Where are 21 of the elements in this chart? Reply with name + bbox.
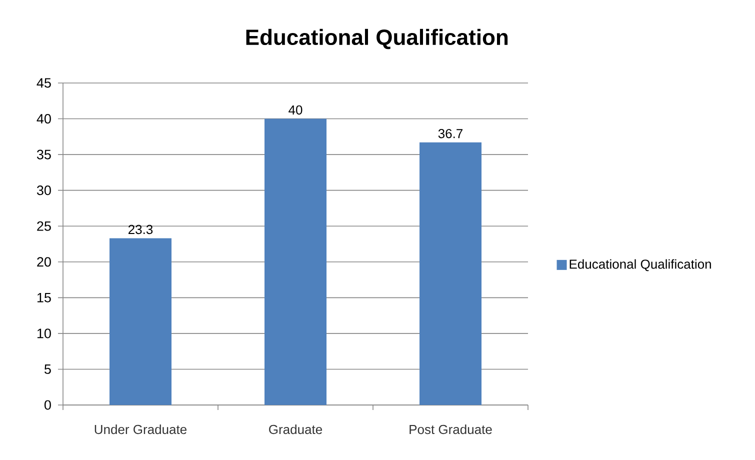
bar [420, 142, 482, 405]
y-tick-label: 10 [37, 328, 51, 338]
x-tick-label: Graduate [269, 424, 322, 434]
x-tick-label: Under Graduate [94, 424, 187, 434]
y-tick-label: 35 [36, 150, 51, 160]
data-label: 23.3 [128, 224, 153, 234]
bar [264, 118, 327, 405]
legend-label: Educational Qualification [570, 259, 711, 272]
bar [110, 238, 172, 405]
x-tick-label: Post Graduate [410, 424, 492, 434]
y-tick-label: 5 [44, 364, 51, 374]
y-tick-label: 30 [36, 186, 51, 196]
data-label: 36.7 [438, 128, 462, 138]
y-tick-label: 45 [36, 78, 51, 88]
y-tick-label: 15 [37, 292, 51, 302]
y-tick-label: 20 [37, 257, 51, 267]
data-label: 40 [288, 105, 302, 115]
chart-title: Educational Qualification [246, 28, 508, 50]
y-tick-label: 0 [44, 400, 51, 410]
y-tick-label: 25 [37, 221, 51, 231]
y-tick-label: 40 [36, 114, 51, 124]
